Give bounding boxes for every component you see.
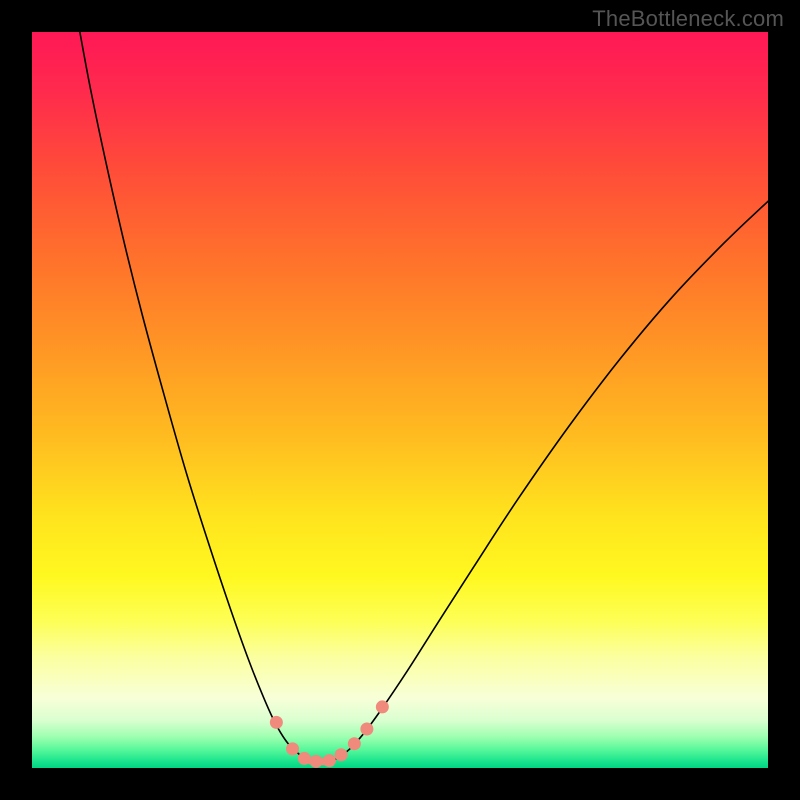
marker-point: [335, 748, 348, 761]
marker-point: [376, 700, 389, 713]
marker-point: [298, 752, 311, 765]
marker-point: [348, 737, 361, 750]
marker-point: [310, 755, 323, 768]
marker-point: [286, 742, 299, 755]
plot-area: [32, 32, 768, 768]
plot-background: [32, 32, 768, 768]
figure-container: TheBottleneck.com: [0, 0, 800, 800]
marker-point: [323, 754, 336, 767]
plot-svg: [32, 32, 768, 768]
marker-point: [270, 716, 283, 729]
watermark-text: TheBottleneck.com: [592, 6, 784, 32]
marker-point: [360, 722, 373, 735]
